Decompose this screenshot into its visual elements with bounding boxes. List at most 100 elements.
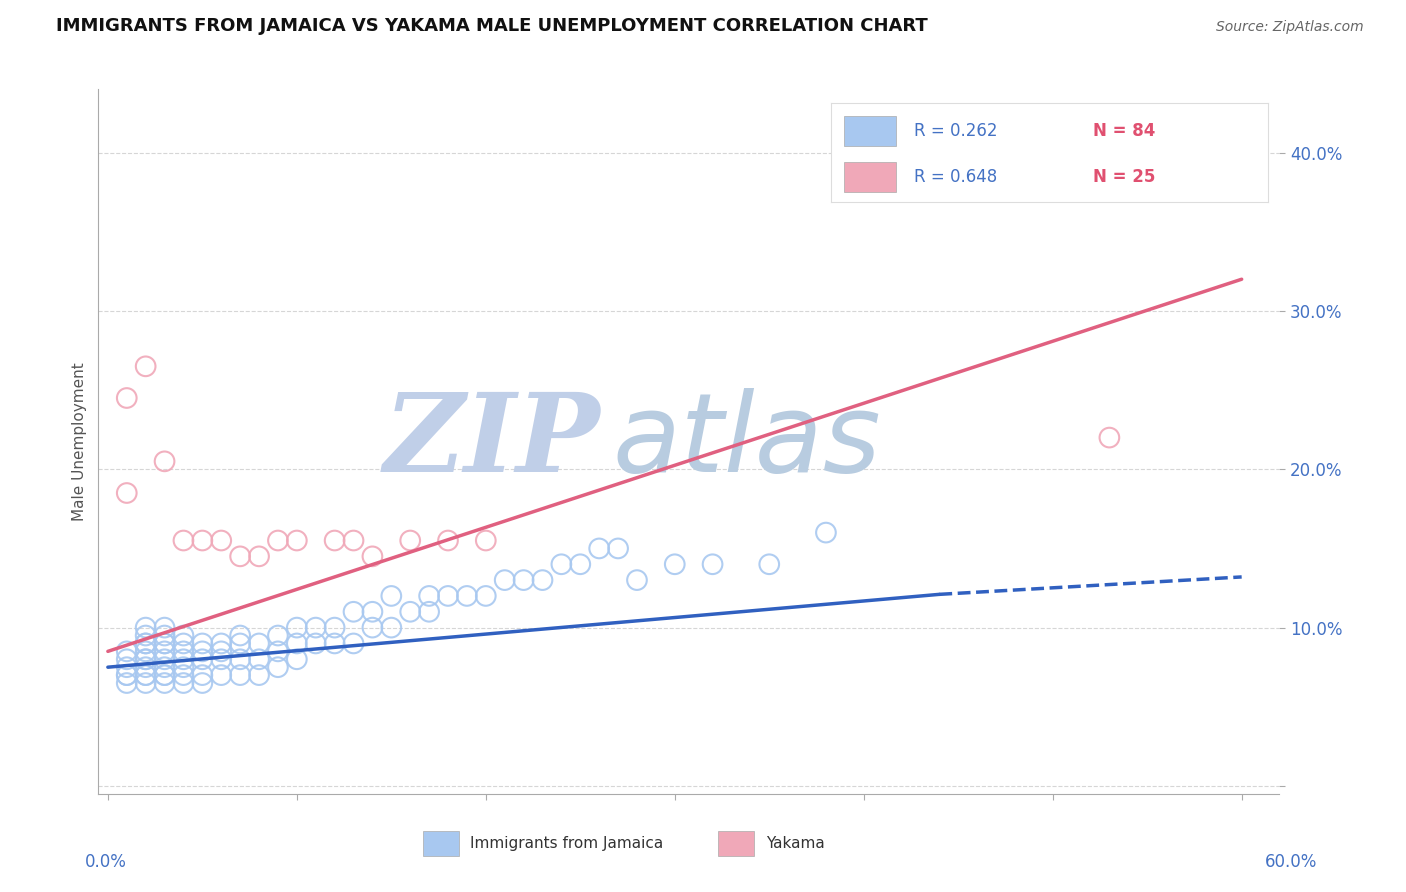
Point xyxy=(229,628,252,642)
Text: IMMIGRANTS FROM JAMAICA VS YAKAMA MALE UNEMPLOYMENT CORRELATION CHART: IMMIGRANTS FROM JAMAICA VS YAKAMA MALE U… xyxy=(56,17,928,35)
Point xyxy=(285,652,308,666)
Point xyxy=(1098,431,1121,445)
Point xyxy=(342,533,364,548)
Point xyxy=(267,533,290,548)
Point xyxy=(209,652,232,666)
Point xyxy=(418,605,440,619)
Point xyxy=(229,668,252,682)
Point xyxy=(172,533,194,548)
Text: Source: ZipAtlas.com: Source: ZipAtlas.com xyxy=(1216,21,1364,34)
Point xyxy=(285,636,308,650)
Point xyxy=(626,573,648,587)
Point xyxy=(209,644,232,658)
Point xyxy=(305,621,328,635)
Text: 60.0%: 60.0% xyxy=(1264,853,1317,871)
Point xyxy=(115,486,138,500)
Point xyxy=(191,533,214,548)
Text: ZIP: ZIP xyxy=(384,388,600,495)
Point xyxy=(135,636,157,650)
Point xyxy=(305,636,328,650)
Point xyxy=(380,621,402,635)
Point xyxy=(115,668,138,682)
Point xyxy=(1136,129,1159,144)
Text: atlas: atlas xyxy=(612,388,880,495)
Point xyxy=(664,558,686,572)
Point xyxy=(153,676,176,690)
Point xyxy=(456,589,478,603)
Point xyxy=(191,644,214,658)
Point xyxy=(814,525,837,540)
Point xyxy=(135,668,157,682)
Point xyxy=(135,621,157,635)
Point xyxy=(437,533,460,548)
Point xyxy=(209,668,232,682)
Point xyxy=(172,660,194,674)
Point xyxy=(115,676,138,690)
Point xyxy=(153,668,176,682)
Point xyxy=(115,668,138,682)
Point xyxy=(172,628,194,642)
Point xyxy=(323,636,346,650)
Point xyxy=(135,636,157,650)
Point xyxy=(342,605,364,619)
Point xyxy=(437,589,460,603)
Point xyxy=(323,621,346,635)
Point xyxy=(135,652,157,666)
Point xyxy=(115,644,138,658)
Point xyxy=(323,533,346,548)
Point xyxy=(153,652,176,666)
Point xyxy=(702,558,724,572)
Point xyxy=(399,533,422,548)
Point xyxy=(135,652,157,666)
Point xyxy=(153,454,176,468)
Y-axis label: Male Unemployment: Male Unemployment xyxy=(72,362,87,521)
Point xyxy=(588,541,610,556)
Point xyxy=(569,558,592,572)
Point xyxy=(361,621,384,635)
Point xyxy=(191,652,214,666)
Point xyxy=(153,628,176,642)
Point xyxy=(135,660,157,674)
Point xyxy=(172,652,194,666)
Point xyxy=(172,636,194,650)
Point xyxy=(209,636,232,650)
Point xyxy=(135,668,157,682)
Point xyxy=(475,533,498,548)
Point xyxy=(758,558,780,572)
Point xyxy=(172,676,194,690)
Point xyxy=(267,628,290,642)
Point xyxy=(209,533,232,548)
Point xyxy=(361,549,384,564)
Point xyxy=(399,605,422,619)
Point xyxy=(285,533,308,548)
Point xyxy=(153,621,176,635)
Point xyxy=(135,644,157,658)
Point xyxy=(229,549,252,564)
Point xyxy=(135,359,157,374)
Point xyxy=(153,636,176,650)
Point xyxy=(153,636,176,650)
Point xyxy=(267,644,290,658)
Point xyxy=(153,644,176,658)
Point xyxy=(247,636,270,650)
Point xyxy=(267,660,290,674)
Point xyxy=(247,668,270,682)
Point xyxy=(494,573,516,587)
Point xyxy=(342,636,364,650)
Text: 0.0%: 0.0% xyxy=(84,853,127,871)
Point xyxy=(229,636,252,650)
Point xyxy=(115,391,138,405)
Point xyxy=(247,652,270,666)
Point xyxy=(153,660,176,674)
Point xyxy=(191,636,214,650)
Point xyxy=(361,605,384,619)
Point xyxy=(247,549,270,564)
Point xyxy=(475,589,498,603)
Point xyxy=(153,668,176,682)
Point xyxy=(229,652,252,666)
Point xyxy=(380,589,402,603)
Point xyxy=(172,644,194,658)
Point xyxy=(418,589,440,603)
Point xyxy=(285,621,308,635)
Point xyxy=(172,668,194,682)
